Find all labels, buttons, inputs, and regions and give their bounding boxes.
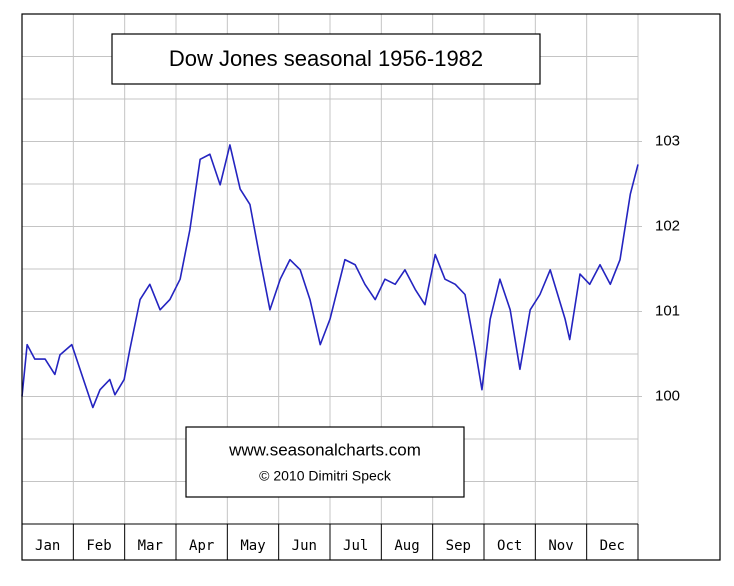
- x-tick-label: Mar: [138, 538, 163, 554]
- x-tick-label: Oct: [497, 538, 522, 554]
- y-tick-label: 100: [655, 387, 680, 404]
- x-tick-label: Apr: [189, 538, 214, 554]
- credit-box: [185, 426, 465, 498]
- frame: [21, 13, 721, 561]
- x-tick-label: Dec: [600, 538, 625, 554]
- credit-url: www.seasonalcharts.com: [228, 440, 421, 459]
- series-line: [21, 144, 639, 409]
- chart-title: Dow Jones seasonal 1956-1982: [169, 46, 483, 71]
- x-tick-label: Nov: [548, 538, 573, 554]
- x-tick-label: Jan: [35, 538, 60, 554]
- x-tick-label: May: [240, 538, 265, 554]
- credit-author: © 2010 Dimitri Speck: [259, 468, 392, 484]
- x-tick-label: Feb: [86, 538, 111, 554]
- x-tick-label: Jul: [343, 538, 368, 554]
- y-tick-label: 101: [655, 302, 680, 319]
- x-tick-label: Jun: [292, 538, 317, 554]
- plot: [21, 144, 639, 409]
- y-tick-label: 103: [655, 132, 680, 149]
- y-tick-label: 102: [655, 217, 680, 234]
- title-box: [111, 33, 541, 85]
- x-tick-label: Aug: [394, 538, 419, 554]
- x-tick-label: Sep: [446, 538, 471, 554]
